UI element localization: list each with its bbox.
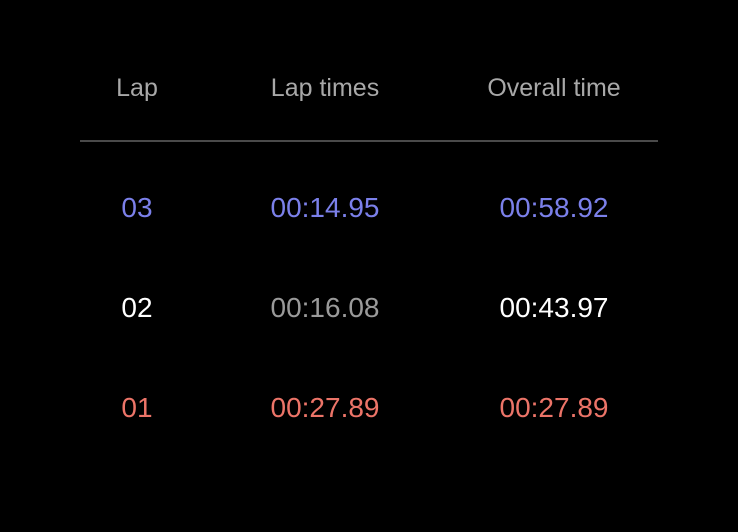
table-header: Lap Lap times Overall time <box>80 60 658 142</box>
lap-list: 03 00:14.95 00:58.92 02 00:16.08 00:43.9… <box>80 180 658 480</box>
lap-number: 02 <box>121 292 153 323</box>
lap-number: 03 <box>121 192 153 223</box>
table-row: 01 00:27.89 00:27.89 <box>80 380 658 480</box>
overall-time: 00:58.92 <box>499 192 609 223</box>
overall-time: 00:43.97 <box>499 292 609 323</box>
table-row: 03 00:14.95 00:58.92 <box>80 180 658 280</box>
overall-time-column-header: Overall time <box>487 74 621 102</box>
overall-time: 00:27.89 <box>499 392 609 423</box>
lap-column-header: Lap <box>116 74 158 102</box>
lap-table: Lap Lap times Overall time 03 00:14.95 0… <box>80 60 658 423</box>
lap-time: 00:27.89 <box>270 392 380 423</box>
header-divider <box>80 140 658 142</box>
lap-time: 00:16.08 <box>270 292 380 323</box>
table-row: 02 00:16.08 00:43.97 <box>80 280 658 380</box>
lap-number: 01 <box>121 392 153 423</box>
lap-time: 00:14.95 <box>270 192 380 223</box>
lap-times-column-header: Lap times <box>270 74 380 102</box>
